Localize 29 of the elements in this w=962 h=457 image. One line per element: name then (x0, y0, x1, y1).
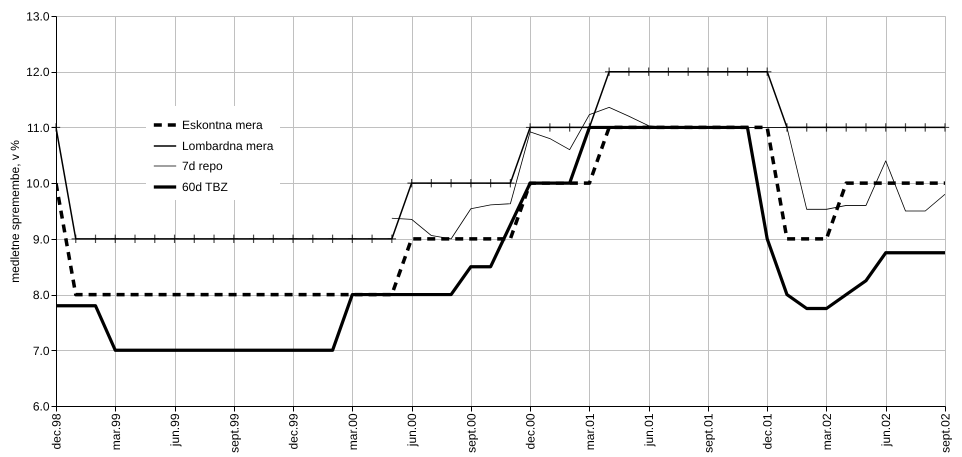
legend-label: Eskontna mera (182, 118, 264, 132)
y-axis-title: medletne spremembe, v % (8, 140, 22, 283)
x-tick-label: mar.99 (108, 413, 123, 450)
y-tick-label: 6.0 (32, 400, 50, 414)
x-tick-label: jun.00 (405, 413, 420, 448)
y-tick-label: 9.0 (32, 232, 50, 246)
legend-label: 60d TBZ (182, 180, 228, 194)
y-tick-label: 10.0 (26, 176, 50, 191)
y-tick-label: 11.0 (27, 120, 50, 135)
legend-label: Lombardna mera (182, 139, 274, 153)
y-tick-label: 13.0 (26, 10, 50, 24)
x-tick-label: jun.02 (879, 413, 894, 448)
x-tick-label: sept.99 (227, 413, 242, 453)
x-tick-label: dec.98 (50, 413, 64, 450)
x-tick-label: sept.02 (938, 413, 952, 453)
x-tick-label: mar.01 (582, 413, 597, 450)
x-tick-label: mar.02 (820, 413, 834, 450)
x-tick-label: sept.01 (701, 413, 716, 453)
y-tick-label: 8.0 (32, 288, 50, 302)
y-tick-label: 7.0 (32, 344, 50, 358)
legend-label: 7d repo (182, 159, 224, 173)
x-tick-label: sept.00 (464, 413, 478, 453)
x-tick-label: dec.99 (286, 413, 301, 450)
x-tick-label: dec.00 (524, 413, 538, 450)
x-tick-label: mar.00 (346, 413, 360, 450)
y-tick-label: 12.0 (26, 65, 50, 80)
x-tick-label: jun.01 (642, 413, 656, 448)
x-tick-label: jun.99 (168, 413, 182, 448)
x-tick-label: dec.01 (760, 413, 775, 450)
